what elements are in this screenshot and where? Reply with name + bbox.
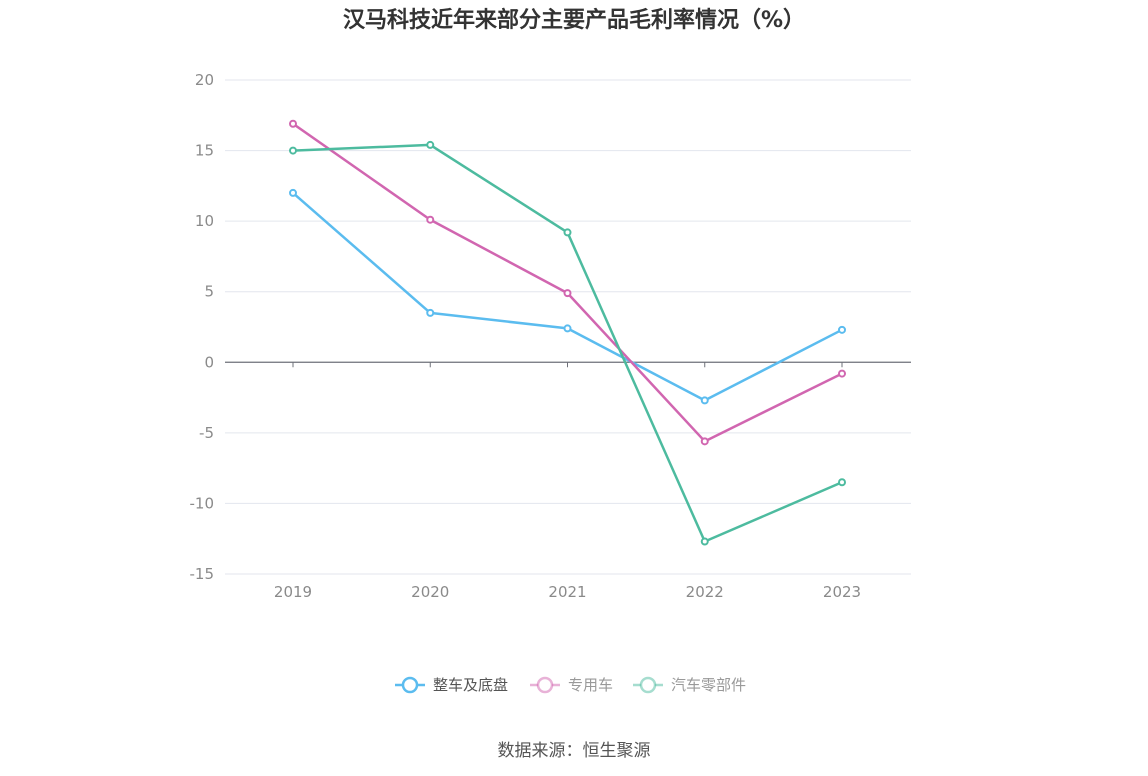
y-tick-label: -10 [190,494,215,512]
data-point [700,396,709,405]
data-point [426,215,435,224]
data-point [700,437,709,446]
legend-label: 专用车 [568,676,613,694]
x-tick-label: 2023 [823,583,861,601]
x-tick-label: 2020 [411,583,449,601]
data-point [700,537,709,546]
y-tick-label: 5 [204,283,214,301]
legend-label: 汽车零部件 [671,676,746,694]
series-line-2 [292,122,843,443]
y-tick-label: -15 [190,565,215,583]
data-point [563,289,572,298]
data-point [838,478,846,487]
legend-label: 整车及底盘 [433,676,508,694]
series-lines [289,119,846,546]
legend: 整车及底盘 专用车 汽车零部件 [395,676,746,694]
data-point [563,228,572,237]
data-point [289,146,297,155]
legend-marker-icon [536,676,554,694]
data-point [426,140,435,149]
y-tick-label: 0 [204,353,214,371]
y-axis-ticks: 20 15 10 5 0 -5 -10 -15 [190,71,215,583]
x-tick-label: 2021 [548,583,586,601]
y-tick-label: 10 [195,212,214,230]
data-point [426,308,435,317]
y-tick-label: -5 [199,424,214,442]
data-point [289,119,297,128]
legend-item-2[interactable]: 专用车 [530,676,613,694]
legend-marker-icon [401,676,419,694]
source-note: 数据来源：恒生聚源 [497,741,651,761]
series-line-3 [292,143,843,543]
data-point [838,325,846,334]
x-tick-label: 2022 [686,583,724,601]
chart-title: 汉马科技近年来部分主要产品毛利率情况（%） [342,8,806,33]
y-tick-label: 15 [195,142,214,160]
y-tick-label: 20 [195,71,214,89]
x-tick-label: 2019 [274,583,312,601]
legend-item-1[interactable]: 整车及底盘 [395,676,508,694]
data-point [563,324,572,333]
data-point [289,188,297,197]
legend-marker-icon [639,676,657,694]
legend-item-3[interactable]: 汽车零部件 [633,676,746,694]
data-point [838,369,846,378]
grid-lines [225,79,911,575]
x-axis: 2019 2020 2021 2022 2023 [274,362,861,601]
